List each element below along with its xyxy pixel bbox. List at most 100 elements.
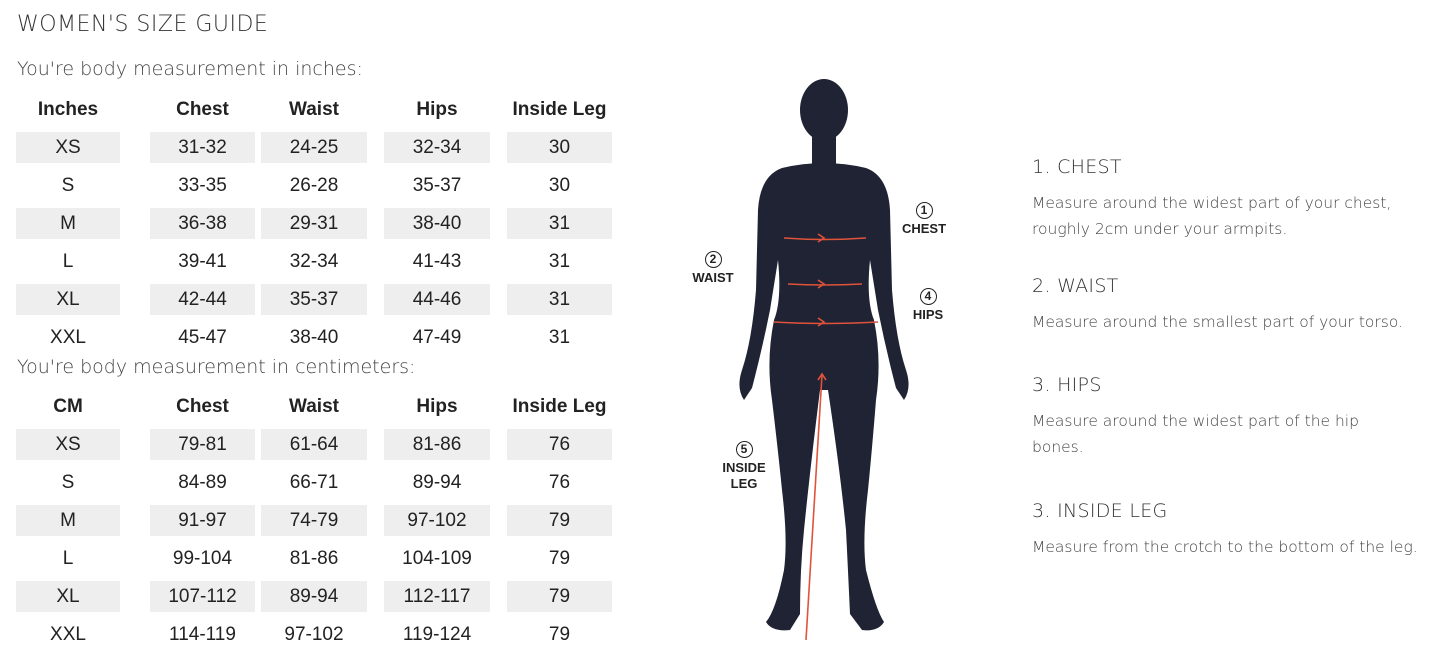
table-cell: XL — [16, 581, 120, 612]
measure-lines — [773, 233, 879, 641]
callout-label: INSIDE LEG — [722, 460, 766, 491]
table-row: XL 107-112 89-94 112-117 79 — [16, 581, 616, 619]
table-cell: L — [62, 548, 74, 569]
table-cell: XS — [16, 429, 120, 460]
table-cell: 30 — [548, 175, 571, 196]
page-title: WOMEN'S SIZE GUIDE — [17, 12, 269, 37]
table-cell: Inches — [37, 99, 99, 120]
table-cell: 114-119 — [169, 624, 236, 645]
cm-caption: You're body measurement in centimeters: — [17, 356, 416, 378]
table-cell: Hips — [416, 396, 458, 417]
table-cell: 24-25 — [261, 132, 367, 163]
table-cell: 38-40 — [289, 327, 339, 348]
table-cell: 107-112 — [150, 581, 255, 612]
table-row: XS 79-81 61-64 81-86 76 — [16, 429, 616, 467]
table-row: XL 42-44 35-37 44-46 31 — [16, 284, 616, 322]
table-header-row: Inches Chest Waist Hips Inside Leg — [16, 94, 616, 132]
table-cell: 79-81 — [150, 429, 255, 460]
table-cell: 35-37 — [412, 175, 462, 196]
table-cell: S — [61, 472, 75, 493]
table-cell: 97-102 — [284, 624, 344, 645]
instruction-inside-leg: 3. INSIDE LEG Measure from the crotch to… — [1032, 500, 1432, 560]
table-cell: Chest — [176, 99, 229, 120]
table-cell: 79 — [548, 548, 571, 569]
table-cell: 76 — [507, 429, 612, 460]
table-cell: 31 — [507, 208, 612, 239]
instruction-text: Measure from the crotch to the bottom of… — [1032, 538, 1418, 556]
number-circle-icon: 1 — [915, 202, 933, 219]
table-cell: 31-32 — [150, 132, 255, 163]
inches-caption: You're body measurement in inches: — [17, 58, 363, 80]
table-cell: 112-117 — [384, 581, 490, 612]
number-circle-icon: 4 — [919, 288, 937, 305]
table-cell: XS — [16, 132, 120, 163]
table-cell: L — [62, 251, 74, 272]
table-cell: Chest — [176, 396, 229, 417]
table-cell: 26-28 — [289, 175, 339, 196]
table-header-row: CM Chest Waist Hips Inside Leg — [16, 391, 616, 429]
callout-chest: 1 CHEST — [896, 202, 952, 237]
instruction-hips: 3. HIPS Measure around the widest part o… — [1032, 374, 1412, 460]
table-cell: 66-71 — [289, 472, 339, 493]
table-cell: 119-124 — [402, 624, 472, 645]
instruction-waist: 2. WAIST Measure around the smallest par… — [1032, 275, 1442, 335]
table-cell: S — [61, 175, 75, 196]
table-cell: 42-44 — [150, 284, 255, 315]
table-row: XXL 114-119 97-102 119-124 79 — [16, 619, 616, 657]
instruction-text: Measure around the widest part of the hi… — [1032, 412, 1359, 456]
table-cell: 32-34 — [384, 132, 490, 163]
callout-hips: 4 HIPS — [904, 288, 952, 323]
number-circle-icon: 2 — [704, 251, 722, 268]
table-row: M 36-38 29-31 38-40 31 — [16, 208, 616, 246]
callout-label: CHEST — [901, 221, 947, 236]
table-cell: 79 — [548, 624, 571, 645]
table-cell: 47-49 — [412, 327, 462, 348]
table-cell: M — [16, 208, 120, 239]
table-row: L 39-41 32-34 41-43 31 — [16, 246, 616, 284]
table-row: L 99-104 81-86 104-109 79 — [16, 543, 616, 581]
table-cell: 104-109 — [402, 548, 472, 569]
table-cell: 39-41 — [178, 251, 227, 272]
table-cell: 74-79 — [261, 505, 367, 536]
table-cell: 79 — [507, 581, 612, 612]
table-cell: Inside Leg — [512, 99, 607, 120]
cm-table: CM Chest Waist Hips Inside Leg XS 79-81 61-64 81… — [16, 391, 616, 657]
callout-inside-leg: 5 INSIDE LEG — [716, 441, 772, 492]
table-row: S 33-35 26-28 35-37 30 — [16, 170, 616, 208]
instruction-heading: 3. INSIDE LEG — [1032, 500, 1168, 522]
table-cell: 30 — [507, 132, 612, 163]
table-cell: XXL — [50, 624, 86, 645]
table-cell: 99-104 — [172, 548, 233, 569]
instruction-text: Measure around the smallest part of your… — [1032, 313, 1404, 331]
table-cell: 33-35 — [178, 175, 227, 196]
table-cell: Inside Leg — [512, 396, 607, 417]
table-cell: 91-97 — [150, 505, 255, 536]
instruction-heading: 3. HIPS — [1032, 374, 1102, 396]
table-cell: 89-94 — [261, 581, 367, 612]
table-cell: 89-94 — [412, 472, 462, 493]
table-cell: CM — [53, 396, 83, 417]
table-cell: Hips — [416, 99, 458, 120]
instruction-heading: 1. CHEST — [1032, 156, 1122, 178]
table-cell: 31 — [507, 284, 612, 315]
table-cell: XL — [16, 284, 120, 315]
table-cell: M — [16, 505, 120, 536]
table-cell: Waist — [289, 396, 339, 417]
table-cell: 31 — [548, 327, 571, 348]
table-cell: 81-86 — [289, 548, 339, 569]
table-cell: 84-89 — [178, 472, 227, 493]
table-cell: XXL — [50, 327, 86, 348]
table-cell: 76 — [548, 472, 571, 493]
silhouette — [739, 79, 909, 631]
table-cell: 32-34 — [289, 251, 339, 272]
table-cell: 81-86 — [384, 429, 490, 460]
table-row: XXL 45-47 38-40 47-49 31 — [16, 322, 616, 360]
table-row: XS 31-32 24-25 32-34 30 — [16, 132, 616, 170]
table-cell: 79 — [507, 505, 612, 536]
table-row: M 91-97 74-79 97-102 79 — [16, 505, 616, 543]
table-row: S 84-89 66-71 89-94 76 — [16, 467, 616, 505]
table-cell: 36-38 — [150, 208, 255, 239]
table-cell: 61-64 — [261, 429, 367, 460]
instruction-chest: 1. CHEST Measure around the widest part … — [1032, 156, 1442, 242]
table-cell: Waist — [289, 99, 339, 120]
